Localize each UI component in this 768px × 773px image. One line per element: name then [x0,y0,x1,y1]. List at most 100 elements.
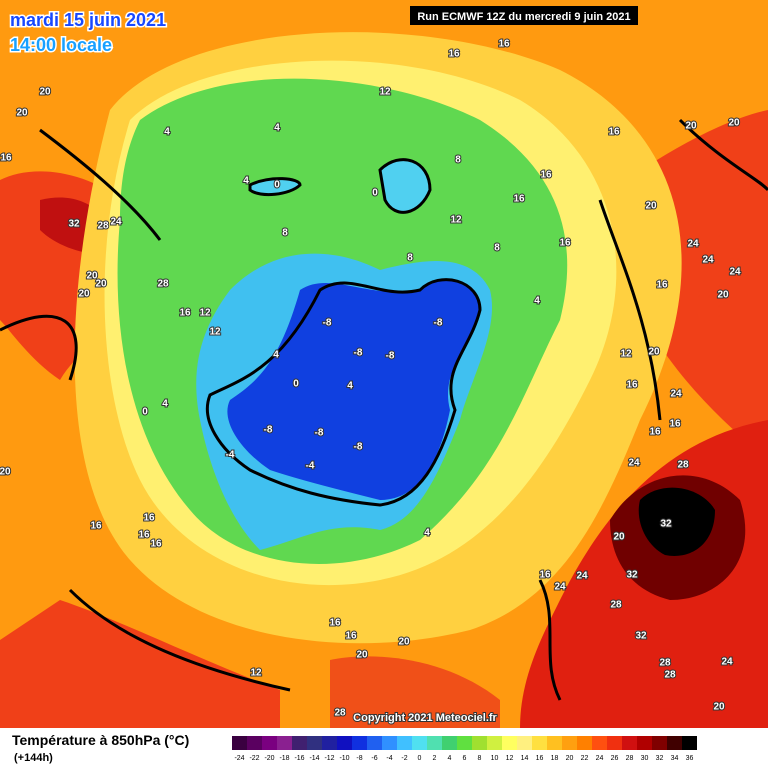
legend-tick-label: 32 [656,755,664,762]
legend-tick-label: -20 [264,755,274,762]
legend-swatch [547,736,562,750]
legend-tick-label: 12 [506,755,514,762]
legend-swatch [382,736,397,750]
legend-tick-label: -18 [279,755,289,762]
legend-tick-label: 36 [686,755,694,762]
legend-swatch [667,736,682,750]
contour-label: 24 [554,582,566,593]
contour-label: 20 [613,532,625,543]
legend-tick-label: -6 [371,755,377,762]
contour-label: 20 [728,118,740,129]
contour-label: 4 [274,123,280,134]
contour-label: 32 [635,631,647,642]
contour-label: 28 [610,600,622,611]
contour-label: 16 [138,530,150,541]
legend-tick-label: 14 [521,755,529,762]
legend-swatch [307,736,322,750]
contour-label: 16 [626,380,638,391]
contour-label: 8 [282,228,288,239]
legend-tick-label: 0 [418,755,422,762]
legend-tick-label: 16 [536,755,544,762]
contour-label: 28 [659,658,671,669]
legend-swatch [637,736,652,750]
map-time: 14:00 locale [10,35,112,55]
legend-swatch [487,736,502,750]
contour-label: -4 [306,461,315,472]
contour-label: 16 [608,127,620,138]
contour-label: 24 [687,239,699,250]
legend-tick-label: -2 [401,755,407,762]
contour-label: 4 [424,528,430,539]
legend-swatch [277,736,292,750]
legend-swatch [652,736,667,750]
legend-tick-label: -22 [249,755,259,762]
contour-label: 8 [494,243,500,254]
contour-label: 32 [660,519,672,530]
contour-label: 28 [334,708,346,719]
contour-label: 16 [656,280,668,291]
legend-swatch [517,736,532,750]
contour-label: 16 [143,513,155,524]
legend-tick-label: -8 [356,755,362,762]
contour-label: 20 [717,290,729,301]
contour-label: 16 [498,39,510,50]
contour-label: 20 [398,637,410,648]
legend-tick-label: 28 [626,755,634,762]
legend-swatch [562,736,577,750]
legend-swatch [337,736,352,750]
contour-label: 4 [347,381,353,392]
contour-label: 12 [620,349,632,360]
contour-label: 24 [110,217,122,228]
contour-label: 0 [142,407,148,418]
contour-label: 4 [243,176,249,187]
legend-swatch [622,736,637,750]
legend-swatch [682,736,697,750]
legend-tick-label: 8 [478,755,482,762]
contour-label: -8 [354,442,363,453]
lead-time: (+144h) [14,752,53,764]
legend-tick-label: 2 [433,755,437,762]
copyright: Copyright 2021 Meteociel.fr [353,712,497,724]
contour-label: 16 [0,153,12,164]
contour-label: -8 [264,425,273,436]
legend-title: Température à 850hPa (°C) [12,732,189,748]
legend-tick-label: -12 [324,755,334,762]
contour-label: 4 [534,296,540,307]
contour-label: 12 [450,215,462,226]
contour-label: 4 [273,350,279,361]
contour-label: 24 [628,458,640,469]
contour-label: -8 [323,318,332,329]
contour-label: 16 [345,631,357,642]
legend-tick-label: 20 [566,755,574,762]
contour-label: 16 [669,419,681,430]
legend-swatch [457,736,472,750]
contour-label: 20 [713,702,725,713]
legend-swatch [592,736,607,750]
legend-swatch [367,736,382,750]
contour-label: 28 [157,279,169,290]
contour-label: 20 [0,467,11,478]
legend-swatch [427,736,442,750]
legend-tick-label: 34 [671,755,679,762]
contour-labels: 20 20 16 32 28 24 20 20 28 20 16 12 12 4 4 4 0 0 8 12 16 16 16… [0,38,742,720]
contour-label: 16 [329,618,341,629]
legend-tick-label: -4 [386,755,392,762]
contour-label: -8 [354,348,363,359]
map-field [0,0,768,728]
contour-label: 0 [372,188,378,199]
legend-tick-label: 26 [611,755,619,762]
legend-swatch [262,736,277,750]
contour-label: 20 [645,201,657,212]
contour-label: 16 [179,308,191,319]
contour-label: 8 [407,253,413,264]
legend-swatch [577,736,592,750]
legend-swatch [412,736,427,750]
contour-label: 0 [274,180,280,191]
legend-tick-label: 18 [551,755,559,762]
contour-label: 20 [356,650,368,661]
legend-tick-label: -14 [309,755,319,762]
contour-label: 4 [164,127,170,138]
legend-tick-label: 10 [491,755,499,762]
contour-label: -8 [315,428,324,439]
contour-label: 12 [379,87,391,98]
